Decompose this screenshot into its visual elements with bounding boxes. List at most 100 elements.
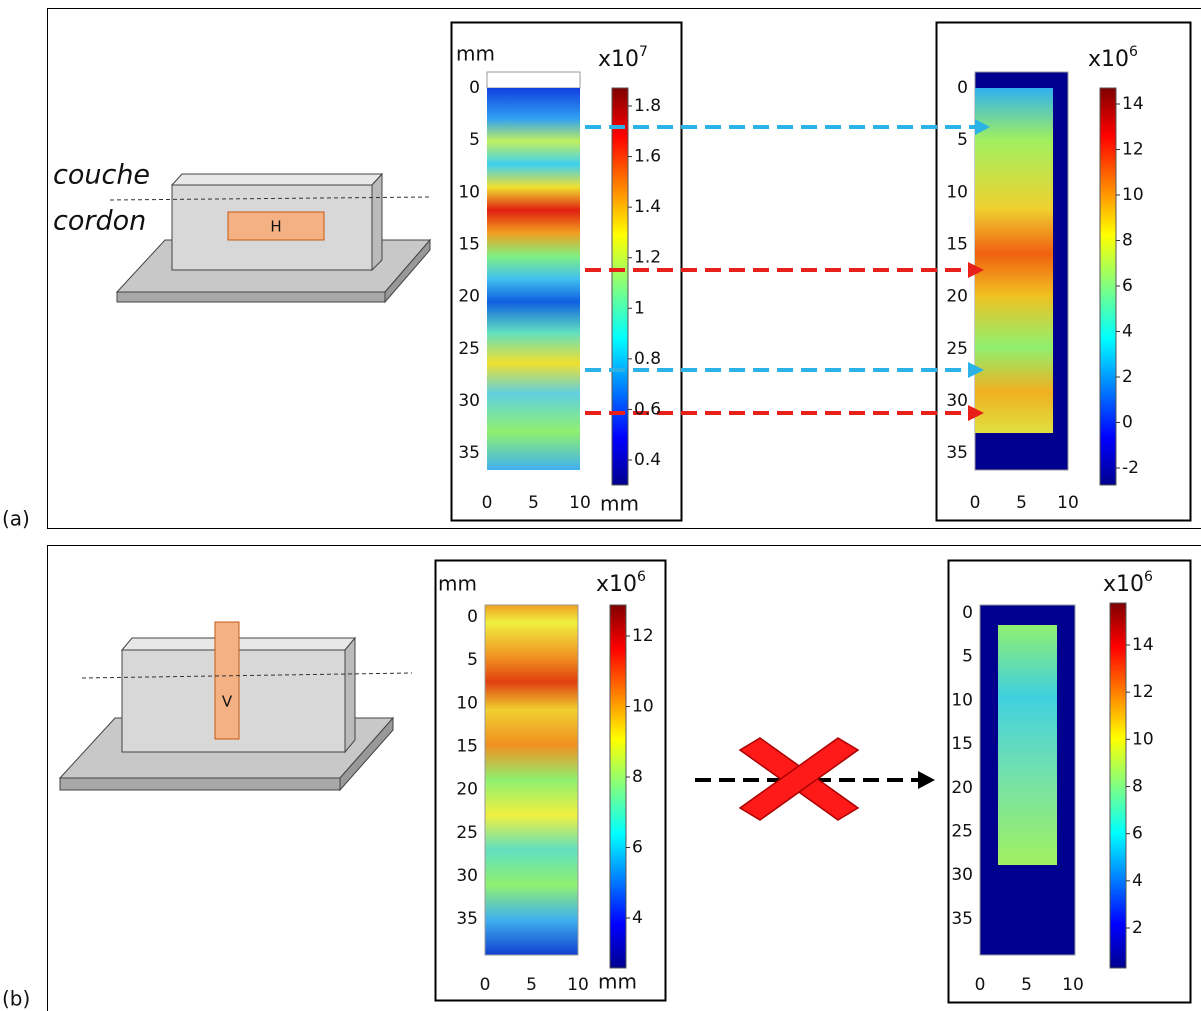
y-tick-label: 35 xyxy=(951,909,973,929)
y-tick-label: 25 xyxy=(456,823,478,843)
x-tick-label: 5 xyxy=(1021,975,1032,995)
panel-frame xyxy=(47,545,1201,1011)
colorbar-scale: x106 xyxy=(1088,44,1138,72)
y-tick-label: 20 xyxy=(946,287,968,307)
heatmap xyxy=(975,88,1053,433)
x-tick-label: 0 xyxy=(482,493,493,513)
colorbar-tick-label: 12 xyxy=(1122,140,1144,160)
y-tick-label: 20 xyxy=(458,287,480,307)
sketch-tag: V xyxy=(222,693,233,711)
colorbar-tick-label: 1.6 xyxy=(634,147,661,167)
y-tick-label: 5 xyxy=(957,130,968,150)
sketch-label: couche xyxy=(53,160,150,191)
sketch-tag: H xyxy=(270,218,281,236)
colorbar-tick-label: 0.4 xyxy=(634,450,661,470)
colorbar-tick-label: 8 xyxy=(1132,777,1143,797)
x-tick-label: 5 xyxy=(1016,493,1027,513)
y-tick-label: 15 xyxy=(946,234,968,254)
panel-label: (b) xyxy=(2,987,30,1011)
x-tick-label: 10 xyxy=(1062,975,1084,995)
x-tick-label: 10 xyxy=(567,975,589,995)
y-tick-label: 35 xyxy=(458,443,480,463)
panel-label: (a) xyxy=(2,507,30,531)
scale-exponent: 6 xyxy=(1129,44,1138,60)
colorbar-tick-label: 8 xyxy=(1122,231,1133,251)
y-tick-label: 20 xyxy=(951,778,973,798)
scale-base: x10 xyxy=(1103,572,1144,597)
colorbar-scale: x106 xyxy=(1103,569,1153,597)
scale-base: x10 xyxy=(1088,47,1129,72)
colorbar-tick-label: 1.8 xyxy=(634,96,661,116)
colorbar xyxy=(611,87,629,486)
x-tick-label: 5 xyxy=(526,975,537,995)
arrow-head xyxy=(918,119,990,789)
y-tick-label: 25 xyxy=(951,822,973,842)
colorbar-tick-label: 6 xyxy=(632,838,643,858)
y-tick-label: 0 xyxy=(962,603,973,623)
y-tick-label: 15 xyxy=(458,234,480,254)
heatmap xyxy=(487,88,580,470)
colorbar-tick-label: 1 xyxy=(634,298,645,318)
plot-area xyxy=(486,71,581,89)
colorbar-tick-label: 12 xyxy=(1132,682,1154,702)
sketch-label: cordon xyxy=(53,206,146,237)
y-tick-label: 10 xyxy=(456,693,478,713)
x-tick-label: 10 xyxy=(569,493,591,513)
y-tick-label: 30 xyxy=(456,866,478,886)
colorbar-tick-label: 2 xyxy=(1122,367,1133,387)
colorbar-tick-label: 10 xyxy=(632,697,654,717)
cross xyxy=(738,737,860,821)
y-tick-label: 35 xyxy=(946,443,968,463)
colorbar-tick-label: 4 xyxy=(1132,871,1143,891)
axis-unit: mm xyxy=(438,572,477,596)
axis-unit: mm xyxy=(600,492,639,516)
heatmap xyxy=(998,625,1057,865)
sketch xyxy=(109,172,432,304)
heatmap xyxy=(484,604,579,956)
y-tick-label: 15 xyxy=(951,734,973,754)
x-tick-label: 0 xyxy=(975,975,986,995)
y-tick-label: 15 xyxy=(456,736,478,756)
y-tick-label: 30 xyxy=(458,391,480,411)
colorbar-tick-label: 4 xyxy=(1122,322,1133,342)
axis-unit: mm xyxy=(598,970,637,994)
colorbar-tick-label: 0.8 xyxy=(634,349,661,369)
colorbar-tick-label: 0 xyxy=(1122,413,1133,433)
y-tick-label: 25 xyxy=(458,339,480,359)
y-tick-label: 10 xyxy=(951,690,973,710)
x-tick-label: 10 xyxy=(1057,493,1079,513)
scale-exponent: 6 xyxy=(637,569,646,585)
colorbar-tick-label: 2 xyxy=(1132,918,1143,938)
colorbar-tick-label: 0.6 xyxy=(634,399,661,419)
colorbar-tick-label: 6 xyxy=(1122,276,1133,296)
colorbar xyxy=(1109,602,1127,969)
y-tick-label: 0 xyxy=(469,78,480,98)
x-tick-label: 0 xyxy=(480,975,491,995)
colorbar xyxy=(609,604,627,969)
y-tick-label: 5 xyxy=(962,647,973,667)
y-tick-label: 0 xyxy=(467,607,478,627)
scale-exponent: 6 xyxy=(1144,569,1153,585)
y-tick-label: 35 xyxy=(456,909,478,929)
colorbar-tick-label: 8 xyxy=(632,767,643,787)
x-tick-label: 0 xyxy=(970,493,981,513)
colorbar-tick-label: 1.4 xyxy=(634,197,661,217)
y-tick-label: 10 xyxy=(458,182,480,202)
sketch xyxy=(58,621,413,792)
x-tick-label: 5 xyxy=(528,493,539,513)
colorbar-tick-label: 10 xyxy=(1122,185,1144,205)
scale-base: x10 xyxy=(598,47,639,72)
colorbar-tick-label: 4 xyxy=(632,908,643,928)
colorbar-tick-label: 1.2 xyxy=(634,248,661,268)
colorbar-tick-label: -2 xyxy=(1122,458,1139,478)
y-tick-label: 0 xyxy=(957,78,968,98)
y-tick-label: 30 xyxy=(946,391,968,411)
colorbar-scale: x107 xyxy=(598,44,648,72)
scale-base: x10 xyxy=(596,572,637,597)
y-tick-label: 25 xyxy=(946,339,968,359)
y-tick-label: 30 xyxy=(951,865,973,885)
colorbar xyxy=(1099,87,1117,486)
scale-exponent: 7 xyxy=(639,44,648,60)
y-tick-label: 10 xyxy=(946,182,968,202)
